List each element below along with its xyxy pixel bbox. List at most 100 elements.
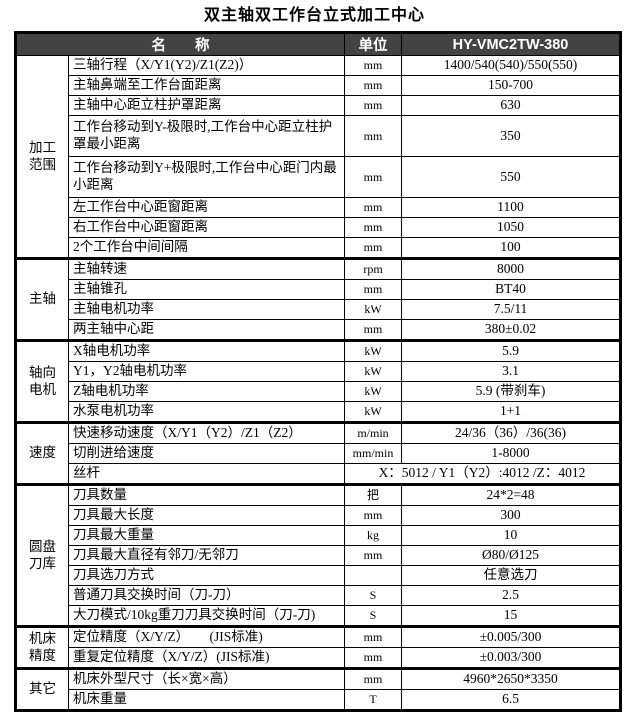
spec-value-cell: 550: [401, 156, 621, 198]
spec-unit-cell: mm: [344, 319, 402, 341]
spec-unit-cell: mm: [344, 75, 402, 96]
spec-unit-cell: mm: [344, 217, 402, 238]
table-row: 重复定位精度（X/Y/Z）(JIS标准) mm ±0.003/300: [16, 647, 621, 669]
spec-table: 名 称 单位 HY-VMC2TW-380 加工 范围 三轴行程（X/Y1(Y2)/…: [14, 31, 622, 712]
table-row: 主轴鼻端至工作台面距离 mm 150-700: [16, 75, 621, 96]
table-row: 左工作台中心距窗距离 mm 1100: [16, 197, 621, 218]
spec-value-cell: 1050: [401, 217, 621, 238]
spec-unit-cell: mm: [344, 156, 402, 198]
spec-unit-cell: kg: [344, 525, 402, 546]
spec-value-cell: ±0.003/300: [401, 647, 621, 669]
spec-unit-cell: S: [344, 585, 402, 606]
spec-value-cell: 1+1: [401, 401, 621, 423]
spec-unit-cell: S: [344, 605, 402, 627]
header-row: 名 称 单位 HY-VMC2TW-380: [15, 32, 621, 56]
spec-name-cell: 主轴转速: [68, 257, 345, 280]
spec-name-cell: 工作台移动到Y+极限时,工作台中心距门内最小距离: [68, 156, 345, 198]
spec-value-cell: 10: [401, 525, 621, 546]
spec-group-cell: 主轴: [15, 257, 69, 341]
spec-unit-cell: mm: [344, 115, 402, 157]
table-row: 大刀模式/10kg重刀刀具交换时间（刀-刀) S 15: [16, 605, 621, 627]
spec-unit-cell: [344, 565, 402, 586]
table-row: 机床重量 T 6.5: [16, 689, 621, 711]
table-row: 圆盘 刀库 刀具数量把 24*2=48: [15, 483, 621, 627]
table-row: 机床 精度 定位精度（X/Y/Z） (JIS标准) mm ±0.005/300: [15, 625, 621, 669]
spec-name-cell: 水泵电机功率: [68, 401, 345, 423]
spec-value-cell: BT40: [401, 279, 621, 300]
spec-group-cell: 速度: [15, 421, 69, 485]
spec-name-cell: X轴电机功率: [68, 339, 345, 362]
spec-name-cell: 右工作台中心距窗距离: [68, 217, 345, 238]
table-row: 刀具最大重量 kg 10: [16, 525, 621, 546]
spec-value-cell: 6.5: [401, 689, 621, 711]
spec-unit-cell: kW: [344, 339, 402, 362]
spec-name-cell: 刀具选刀方式: [68, 565, 345, 586]
spec-name-cell: 大刀模式/10kg重刀刀具交换时间（刀-刀): [68, 605, 345, 627]
spec-unit-cell: 把: [344, 483, 402, 506]
spec-merged-value-cell: X：5012 / Y1（Y2）:4012 /Z：4012: [344, 463, 621, 485]
spec-value-cell: 150-700: [401, 75, 621, 96]
spec-unit-cell: kW: [344, 299, 402, 320]
spec-unit-cell: mm: [344, 505, 402, 526]
table-row: 主轴锥孔 mm BT40: [16, 279, 621, 300]
spec-table-body: 加工 范围 三轴行程（X/Y1(Y2)/Z1(Z2)） mm 1400/540(540…: [15, 55, 621, 711]
spec-value-cell: ±0.005/300: [401, 625, 621, 648]
table-row: 切削进给速度 mm/min 1-8000: [16, 443, 621, 464]
table-row: 2个工作台中间间隔 mm 100: [16, 237, 621, 259]
spec-value-cell: 630: [401, 95, 621, 116]
spec-value-cell: 1-8000: [401, 443, 621, 464]
spec-unit-cell: mm: [344, 55, 402, 76]
table-row: 刀具最大长度 mm 300: [16, 505, 621, 526]
spec-group-cell: 其它: [15, 667, 69, 711]
spec-value-cell: 380±0.02: [401, 319, 621, 341]
spec-value-cell: 5.9 (带刹车): [401, 381, 621, 402]
table-row: 主轴中心距立柱护罩距离 mm 630: [16, 95, 621, 116]
table-row: 加工 范围 三轴行程（X/Y1(Y2)/Z1(Z2)） mm 1400/540(540…: [15, 55, 621, 259]
table-row: 右工作台中心距窗距离 mm 1050: [16, 217, 621, 238]
spec-unit-cell: mm: [344, 95, 402, 116]
spec-name-cell: 刀具最大重量: [68, 525, 345, 546]
spec-value-cell: 2.5: [401, 585, 621, 606]
spec-value-cell: 8000: [401, 257, 621, 280]
spec-name-cell: 主轴电机功率: [68, 299, 345, 320]
table-row: 刀具选刀方式 任意选刀: [16, 565, 621, 586]
header-model: HY-VMC2TW-380: [401, 32, 621, 56]
spec-unit-cell: kW: [344, 401, 402, 423]
header-name: 名 称: [15, 32, 345, 56]
spec-unit-cell: mm/min: [344, 443, 402, 464]
spec-name-cell: Z轴电机功率: [68, 381, 345, 402]
table-row: 工作台移动到Y-极限时,工作台中心距立柱护罩最小距离 mm 350: [16, 115, 621, 157]
table-row: 速度 快速移动速度（X/Y1（Y2）/Z1（Z2） m/min 24/36（36）/3…: [15, 421, 621, 485]
spec-value-cell: 1400/540(540)/550(550): [401, 55, 621, 76]
spec-unit-cell: kW: [344, 361, 402, 382]
spec-value-cell: Ø80/Ø125: [401, 545, 621, 566]
spec-value-cell: 100: [401, 237, 621, 259]
spec-value-cell: 1100: [401, 197, 621, 218]
spec-value-cell: 4960*2650*3350: [401, 667, 621, 690]
spec-unit-cell: mm: [344, 237, 402, 259]
spec-unit-cell: mm: [344, 279, 402, 300]
table-row: Y1，Y2轴电机功率 kW 3.1: [16, 361, 621, 382]
table-row: 两主轴中心距 mm 380±0.02: [16, 319, 621, 341]
spec-name-cell: 2个工作台中间间隔: [68, 237, 345, 259]
spec-value-cell: 3.1: [401, 361, 621, 382]
spec-name-cell: 切削进给速度: [68, 443, 345, 464]
spec-value-cell: 7.5/11: [401, 299, 621, 320]
spec-unit-cell: mm: [344, 667, 402, 690]
spec-name-cell: 工作台移动到Y-极限时,工作台中心距立柱护罩最小距离: [68, 115, 345, 157]
spec-name-cell: 丝杆: [68, 463, 345, 485]
spec-unit-cell: m/min: [344, 421, 402, 444]
spec-name-cell: 左工作台中心距窗距离: [68, 197, 345, 218]
table-row: 普通刀具交换时间（刀-刀） S 2.5: [16, 585, 621, 606]
spec-name-cell: 主轴鼻端至工作台面距离: [68, 75, 345, 96]
spec-name-cell: 三轴行程（X/Y1(Y2)/Z1(Z2)）: [68, 55, 345, 76]
spec-name-cell: 主轴锥孔: [68, 279, 345, 300]
spec-unit-cell: mm: [344, 625, 402, 648]
table-row: 轴向 电机 X轴电机功率 kW 5.9: [15, 339, 621, 423]
spec-value-cell: 15: [401, 605, 621, 627]
spec-group-cell: 圆盘 刀库: [15, 483, 69, 627]
table-row: 刀具最大直径有邻刀/无邻刀 mm Ø80/Ø125: [16, 545, 621, 566]
spec-name-cell: 定位精度（X/Y/Z） (JIS标准): [68, 625, 345, 648]
spec-name-cell: 普通刀具交换时间（刀-刀）: [68, 585, 345, 606]
spec-name-cell: Y1，Y2轴电机功率: [68, 361, 345, 382]
